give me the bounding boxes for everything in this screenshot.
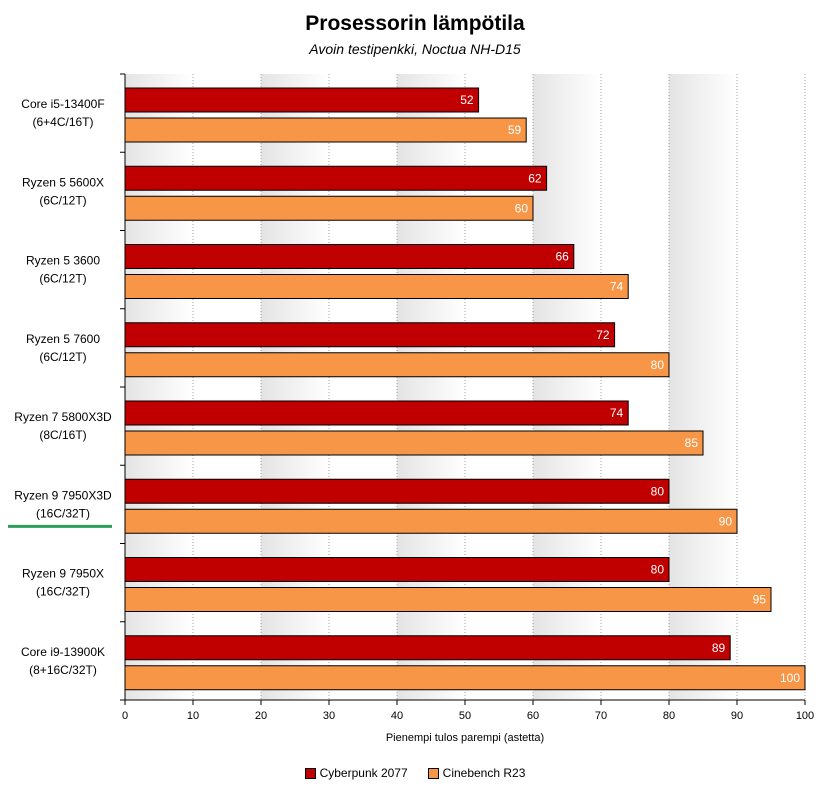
category-spec: (6C/12T) xyxy=(39,272,86,286)
x-tick-label: 10 xyxy=(187,710,199,722)
data-label: 52 xyxy=(460,93,474,107)
x-tick-label: 90 xyxy=(731,710,743,722)
bar xyxy=(124,508,738,534)
category-spec: (16C/32T) xyxy=(36,506,90,520)
category-spec: (6C/12T) xyxy=(39,350,86,364)
bar xyxy=(124,274,629,299)
category-spec: (8C/16T) xyxy=(39,428,86,442)
category-spec: (6+4C/16T) xyxy=(32,115,93,129)
x-tick-label: 20 xyxy=(255,710,267,722)
category-name: Ryzen 5 7600 xyxy=(26,332,100,346)
legend-label-cinebench: Cinebench R23 xyxy=(442,766,526,780)
bar xyxy=(124,430,704,456)
category-spec: (6C/12T) xyxy=(39,193,86,207)
data-label: 74 xyxy=(610,280,624,294)
legend: Cyberpunk 2077 Cinebench R23 xyxy=(0,766,830,780)
x-tick-label: 0 xyxy=(122,710,128,722)
data-label: 72 xyxy=(596,328,610,342)
bar xyxy=(124,87,480,113)
category-name: Core i5-13400F xyxy=(21,97,104,111)
data-label: 95 xyxy=(753,593,767,607)
legend-swatch-cinebench xyxy=(427,767,439,779)
category-name: Ryzen 9 7950X3D xyxy=(14,488,112,502)
data-label: 66 xyxy=(555,250,569,264)
category-name: Ryzen 5 5600X xyxy=(22,175,104,189)
data-label: 85 xyxy=(685,436,699,450)
data-label: 80 xyxy=(651,484,665,498)
bar xyxy=(124,322,616,348)
x-tick-label: 100 xyxy=(796,710,814,722)
bar xyxy=(124,478,670,504)
x-tick-label: 30 xyxy=(323,710,335,722)
x-tick-label: 50 xyxy=(459,710,471,722)
bar xyxy=(124,165,548,191)
x-axis-title: Pienempi tulos parempi (astetta) xyxy=(386,732,544,744)
data-label: 59 xyxy=(508,123,522,137)
bar xyxy=(124,635,731,661)
bar xyxy=(124,400,629,426)
legend-label-cyberpunk: Cyberpunk 2077 xyxy=(319,766,408,780)
gridlines: 0 10 20 30 40 50 60 70 80 90 100 xyxy=(122,74,814,722)
category-name: Ryzen 7 5800X3D xyxy=(14,410,112,424)
category-name: Ryzen 9 7950X xyxy=(22,567,104,581)
data-label: 62 xyxy=(528,171,542,185)
data-label: 100 xyxy=(780,671,800,685)
bar xyxy=(124,244,575,269)
x-tick-label: 60 xyxy=(527,710,539,722)
bar xyxy=(124,352,670,378)
data-label: 80 xyxy=(651,358,665,372)
data-label: 60 xyxy=(515,201,529,215)
chart-subtitle: Avoin testipenkki, Noctua NH-D15 xyxy=(309,41,521,57)
category-spec: (16C/32T) xyxy=(36,585,90,599)
category-name: Ryzen 5 3600 xyxy=(26,254,100,268)
category-name: Core i9-13900K xyxy=(21,645,105,659)
data-label: 80 xyxy=(651,563,665,577)
x-tick-label: 40 xyxy=(391,710,403,722)
legend-item-cyberpunk: Cyberpunk 2077 xyxy=(304,766,408,780)
x-tick-label: 70 xyxy=(595,710,607,722)
bar xyxy=(124,195,534,221)
legend-item-cinebench: Cinebench R23 xyxy=(427,766,526,780)
axes xyxy=(120,73,805,701)
bar xyxy=(124,117,527,143)
data-label: 74 xyxy=(610,406,624,420)
chart-title: Prosessorin lämpötila xyxy=(305,12,525,35)
bar xyxy=(124,665,806,691)
x-tick-label: 80 xyxy=(663,710,675,722)
category-labels: Core i5-13400F (6+4C/16T) Ryzen 5 5600X (6C… xyxy=(8,97,112,677)
data-label: 90 xyxy=(719,514,733,528)
category-spec: (8+16C/32T) xyxy=(29,663,97,677)
data-label: 89 xyxy=(712,641,726,655)
bar xyxy=(124,587,772,612)
bar-chart: 0 10 20 30 40 50 60 70 80 90 100 52 59 62 60 66 74 72 80 7… xyxy=(8,73,814,744)
bar xyxy=(124,557,670,582)
bars: 52 59 62 60 66 74 72 80 74 85 80 90 80 95 89 100 xyxy=(124,87,806,691)
legend-swatch-cyberpunk xyxy=(304,767,316,779)
